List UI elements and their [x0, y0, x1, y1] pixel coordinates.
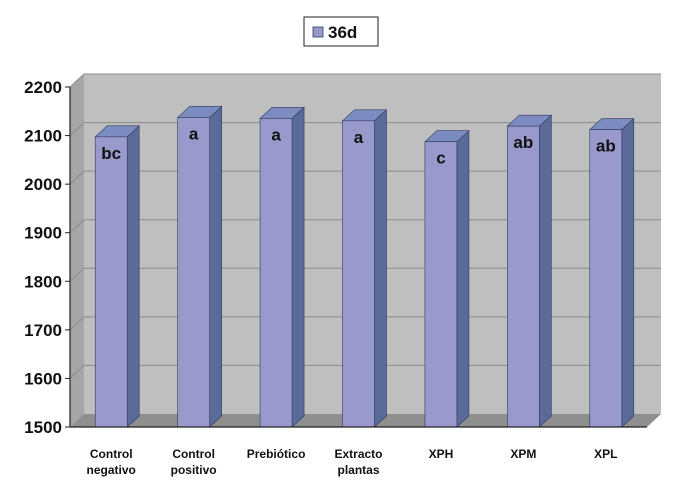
bar-side [126, 125, 140, 428]
y-tick-label: 1500 [24, 418, 62, 437]
bar: a [259, 106, 305, 428]
x-tick-label: negativo [87, 463, 136, 477]
data-label: ab [596, 137, 616, 156]
data-label: a [189, 124, 199, 143]
x-tick-label: plantas [337, 463, 379, 477]
x-tick-label: XPH [429, 447, 454, 461]
x-tick-label: Prebiótico [247, 447, 306, 461]
y-tick-label: 1600 [24, 369, 62, 388]
bar-front [342, 120, 375, 428]
x-tick-label: Control [172, 447, 215, 461]
y-tick-label: 1800 [24, 272, 62, 291]
x-tick-label: positivo [171, 463, 217, 477]
x-tick-label: Control [90, 447, 133, 461]
data-label: ab [513, 133, 533, 152]
y-tick-label: 2100 [24, 127, 62, 146]
bar-front [589, 129, 623, 428]
legend: 36d [303, 16, 379, 47]
y-tick-label: 2000 [24, 175, 62, 194]
data-label: a [271, 125, 281, 144]
bar-side [539, 114, 552, 428]
side-wall [70, 74, 84, 427]
y-tick-label: 2200 [24, 78, 62, 97]
x-tick-label: XPM [510, 447, 536, 461]
bar: a [341, 109, 388, 428]
y-tick-label: 1700 [24, 321, 62, 340]
legend-swatch [312, 26, 324, 38]
data-label: a [354, 128, 364, 147]
bar-front [177, 117, 210, 428]
y-tick-label: 1900 [24, 224, 62, 243]
bar: c [424, 130, 470, 428]
bar-side [209, 105, 222, 428]
bar-side [456, 130, 470, 428]
data-label: c [436, 149, 445, 168]
bar-front [424, 141, 458, 428]
bar: ab [506, 114, 553, 428]
bar-side [291, 106, 305, 428]
bar-front [507, 125, 540, 428]
bar: bc [94, 125, 140, 428]
bar-side [374, 109, 387, 428]
bar-side [621, 117, 635, 428]
gridline [69, 73, 661, 88]
data-label: bc [101, 144, 121, 163]
legend-label: 36d [328, 23, 357, 42]
bar-front [94, 136, 128, 428]
bar-front [259, 118, 293, 428]
gridline [69, 122, 661, 136]
x-tick-label: XPL [594, 447, 617, 461]
axes: 1500 1600 1700 1800 1900 2000 2100 2200 Control n… [24, 78, 647, 477]
x-tick-label: Extracto [334, 447, 382, 461]
bar: ab [589, 117, 635, 428]
bar: a [176, 105, 223, 428]
